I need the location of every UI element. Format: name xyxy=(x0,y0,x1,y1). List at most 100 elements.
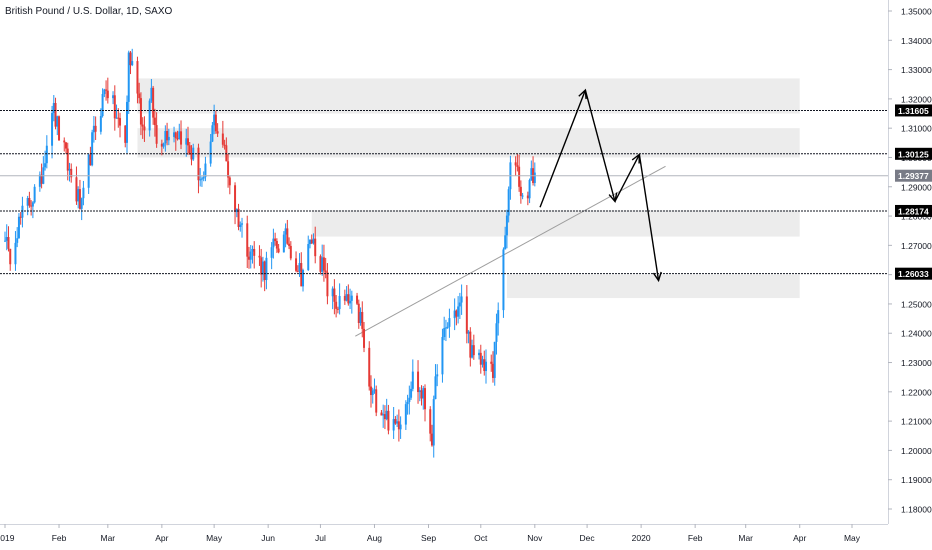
candle-body xyxy=(530,168,533,181)
level-price-label[interactable]: 1.28174 xyxy=(895,204,932,217)
candle-body xyxy=(399,424,402,430)
candle-body xyxy=(228,177,231,186)
candle-body xyxy=(188,145,191,154)
price-axis[interactable]: 1.350001.340001.330001.320001.310001.300… xyxy=(888,7,932,515)
price-label-background xyxy=(895,204,932,217)
candle-body xyxy=(160,143,163,147)
candle-body xyxy=(260,257,263,275)
candle-body xyxy=(89,154,92,166)
projection-arrow-line xyxy=(638,154,660,281)
candle-body xyxy=(263,261,266,281)
candle-body xyxy=(521,195,524,197)
candle-body xyxy=(357,303,360,323)
candle-body xyxy=(16,238,19,243)
candle-body xyxy=(448,318,451,327)
candle-body xyxy=(519,186,522,196)
candle-body xyxy=(467,331,470,334)
candle-body xyxy=(343,296,346,301)
price-tick-label: 1.23000 xyxy=(901,358,932,368)
candle-body xyxy=(178,131,181,139)
supply-demand-zone xyxy=(311,210,800,237)
candle-body xyxy=(4,240,6,242)
candle-body xyxy=(504,235,507,250)
price-tick-label: 1.29000 xyxy=(901,182,932,192)
candle-body xyxy=(380,412,383,416)
candle-body xyxy=(408,397,411,402)
price-tick-label: 1.22000 xyxy=(901,387,932,397)
time-tick-label: Nov xyxy=(527,533,543,543)
candle-body xyxy=(436,374,439,377)
price-tick-label: 1.31000 xyxy=(901,124,932,134)
candle-body xyxy=(338,296,341,310)
candle-body xyxy=(286,228,289,244)
candle-body xyxy=(518,166,521,187)
price-label-background xyxy=(895,267,932,280)
level-price-label[interactable]: 1.30125 xyxy=(895,147,932,160)
candle-body xyxy=(485,361,488,372)
candle-body xyxy=(7,237,10,249)
candle-body xyxy=(105,89,108,91)
candle-body xyxy=(209,141,212,164)
candle-body xyxy=(345,294,348,301)
candle-body xyxy=(302,270,305,287)
candle-body xyxy=(54,102,57,127)
candle-body xyxy=(432,399,435,446)
candle-body xyxy=(180,131,183,145)
candle-body xyxy=(373,389,376,391)
price-tick-label: 1.20000 xyxy=(901,446,932,456)
candle-body xyxy=(387,410,390,431)
time-axis[interactable]: 2019 Feb Mar Apr May Jun Jul Aug Sep Oct Nov Dec 202… xyxy=(0,524,861,543)
candle-body xyxy=(349,300,352,304)
time-tick-label: Aug xyxy=(367,533,382,543)
candle-body xyxy=(453,310,456,319)
candle-body xyxy=(40,174,43,184)
price-tick-label: 1.32000 xyxy=(901,94,932,104)
candle-body xyxy=(237,208,240,227)
candle-body xyxy=(241,223,244,225)
candle-body xyxy=(138,93,141,99)
candle-body xyxy=(190,153,193,160)
candle-body xyxy=(429,409,432,434)
candle-body xyxy=(533,172,536,184)
candle-body xyxy=(251,248,254,252)
candle-body xyxy=(528,180,531,199)
time-tick-label: Oct xyxy=(474,533,488,543)
candle-body xyxy=(406,401,409,405)
candle-body xyxy=(324,270,327,273)
candle-body xyxy=(45,145,48,164)
projection-arrow-line xyxy=(614,154,640,202)
candle-body xyxy=(70,168,73,178)
time-tick-label: Mar xyxy=(101,533,116,543)
candle-body xyxy=(275,241,278,249)
time-tick-label: Feb xyxy=(688,533,703,543)
candle-body xyxy=(162,143,165,147)
candle-body xyxy=(119,118,122,126)
candle-body xyxy=(51,113,54,146)
current-price-label[interactable]: 1.29377 xyxy=(895,169,932,182)
price-label-text: 1.30125 xyxy=(898,149,929,159)
supply-demand-zone xyxy=(137,128,800,158)
candlestick-series xyxy=(4,48,536,458)
price-label-background xyxy=(895,147,932,160)
candle-body xyxy=(166,131,169,141)
candle-body xyxy=(223,144,226,146)
candle-body xyxy=(103,89,106,95)
level-price-label[interactable]: 1.31605 xyxy=(895,104,932,117)
candle-body xyxy=(247,256,250,260)
candle-body xyxy=(143,126,146,131)
level-price-label[interactable]: 1.26033 xyxy=(895,267,932,280)
candle-body xyxy=(312,238,315,244)
candle-body xyxy=(310,239,313,244)
candle-body xyxy=(150,87,153,101)
candle-body xyxy=(277,248,280,253)
candle-body xyxy=(164,131,167,144)
candle-body xyxy=(497,310,500,324)
candle-body xyxy=(472,345,475,356)
candle-body xyxy=(465,296,468,334)
price-tick-label: 1.18000 xyxy=(901,505,932,515)
candle-body xyxy=(385,410,388,420)
candle-body xyxy=(460,296,463,303)
price-tick-label: 1.27000 xyxy=(901,241,932,251)
candle-body xyxy=(129,52,132,66)
